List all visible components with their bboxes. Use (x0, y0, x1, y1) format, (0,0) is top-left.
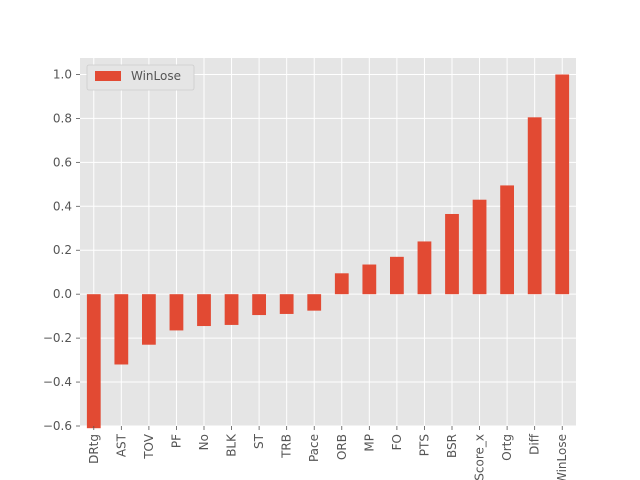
x-tick-label: Ortg (500, 434, 514, 461)
y-tick-label: 0.0 (53, 287, 72, 301)
x-tick-label: MP (362, 434, 376, 452)
bar-tov (142, 294, 156, 345)
x-tick-label: BLK (225, 433, 239, 457)
x-tick-label: Pace (307, 434, 321, 462)
y-tick-label: −0.6 (43, 419, 72, 433)
bar-blk (224, 294, 239, 325)
y-tick-label: −0.2 (43, 331, 72, 345)
legend-label: WinLose (131, 69, 181, 83)
y-tick-label: −0.4 (43, 375, 72, 389)
x-tick-label: PTS (417, 434, 431, 456)
x-tick-label: ORB (335, 434, 349, 460)
x-tick-label: WinLose (555, 434, 569, 480)
x-tick-label: Score_x (473, 434, 487, 480)
bar-orb (334, 273, 349, 295)
y-tick-label: 0.6 (53, 155, 72, 169)
bar-ast (114, 294, 129, 365)
bar-no (197, 294, 211, 327)
bars (86, 74, 570, 429)
bar-pts (417, 241, 432, 295)
x-tick-label: TOV (142, 433, 156, 460)
bar-pf (169, 294, 184, 331)
bar-trb (279, 294, 294, 314)
bar-st (252, 294, 266, 316)
x-tick-label: BSR (445, 434, 459, 458)
x-tick-label: AST (114, 433, 128, 457)
x-tick-label: Diff (528, 433, 542, 455)
x-tick-label: TRB (280, 434, 294, 459)
bar-mp (362, 264, 377, 295)
y-tick-label: 1.0 (53, 67, 72, 81)
x-tick-label: DRtg (87, 434, 101, 464)
bar-score_x (472, 199, 487, 295)
x-axis-ticks: DRtg AST TOV PF No BLK ST TRB Pace ORB MP FO PTS BSR S… (87, 426, 569, 480)
bar-ortg (500, 185, 514, 295)
bar-bsr (445, 213, 459, 295)
y-tick-label: 0.2 (53, 243, 72, 257)
bar-winlose (555, 74, 570, 295)
bar-diff (527, 117, 542, 295)
y-tick-label: 0.4 (53, 199, 72, 213)
x-tick-label: PF (169, 434, 183, 448)
bar-pace (307, 294, 322, 311)
bar-fo (390, 256, 404, 295)
plot-background (80, 58, 576, 426)
x-tick-label: No (197, 434, 211, 450)
x-tick-label: FO (390, 434, 404, 450)
legend-swatch (95, 71, 121, 81)
x-tick-label: ST (252, 433, 266, 449)
bar-drtg (86, 294, 101, 429)
legend: WinLose (86, 64, 195, 91)
y-axis-ticks: −0.6 −0.4 −0.2 0.0 0.2 0.4 0.6 0.8 1.0 (43, 67, 80, 433)
y-tick-label: 0.8 (53, 111, 72, 125)
